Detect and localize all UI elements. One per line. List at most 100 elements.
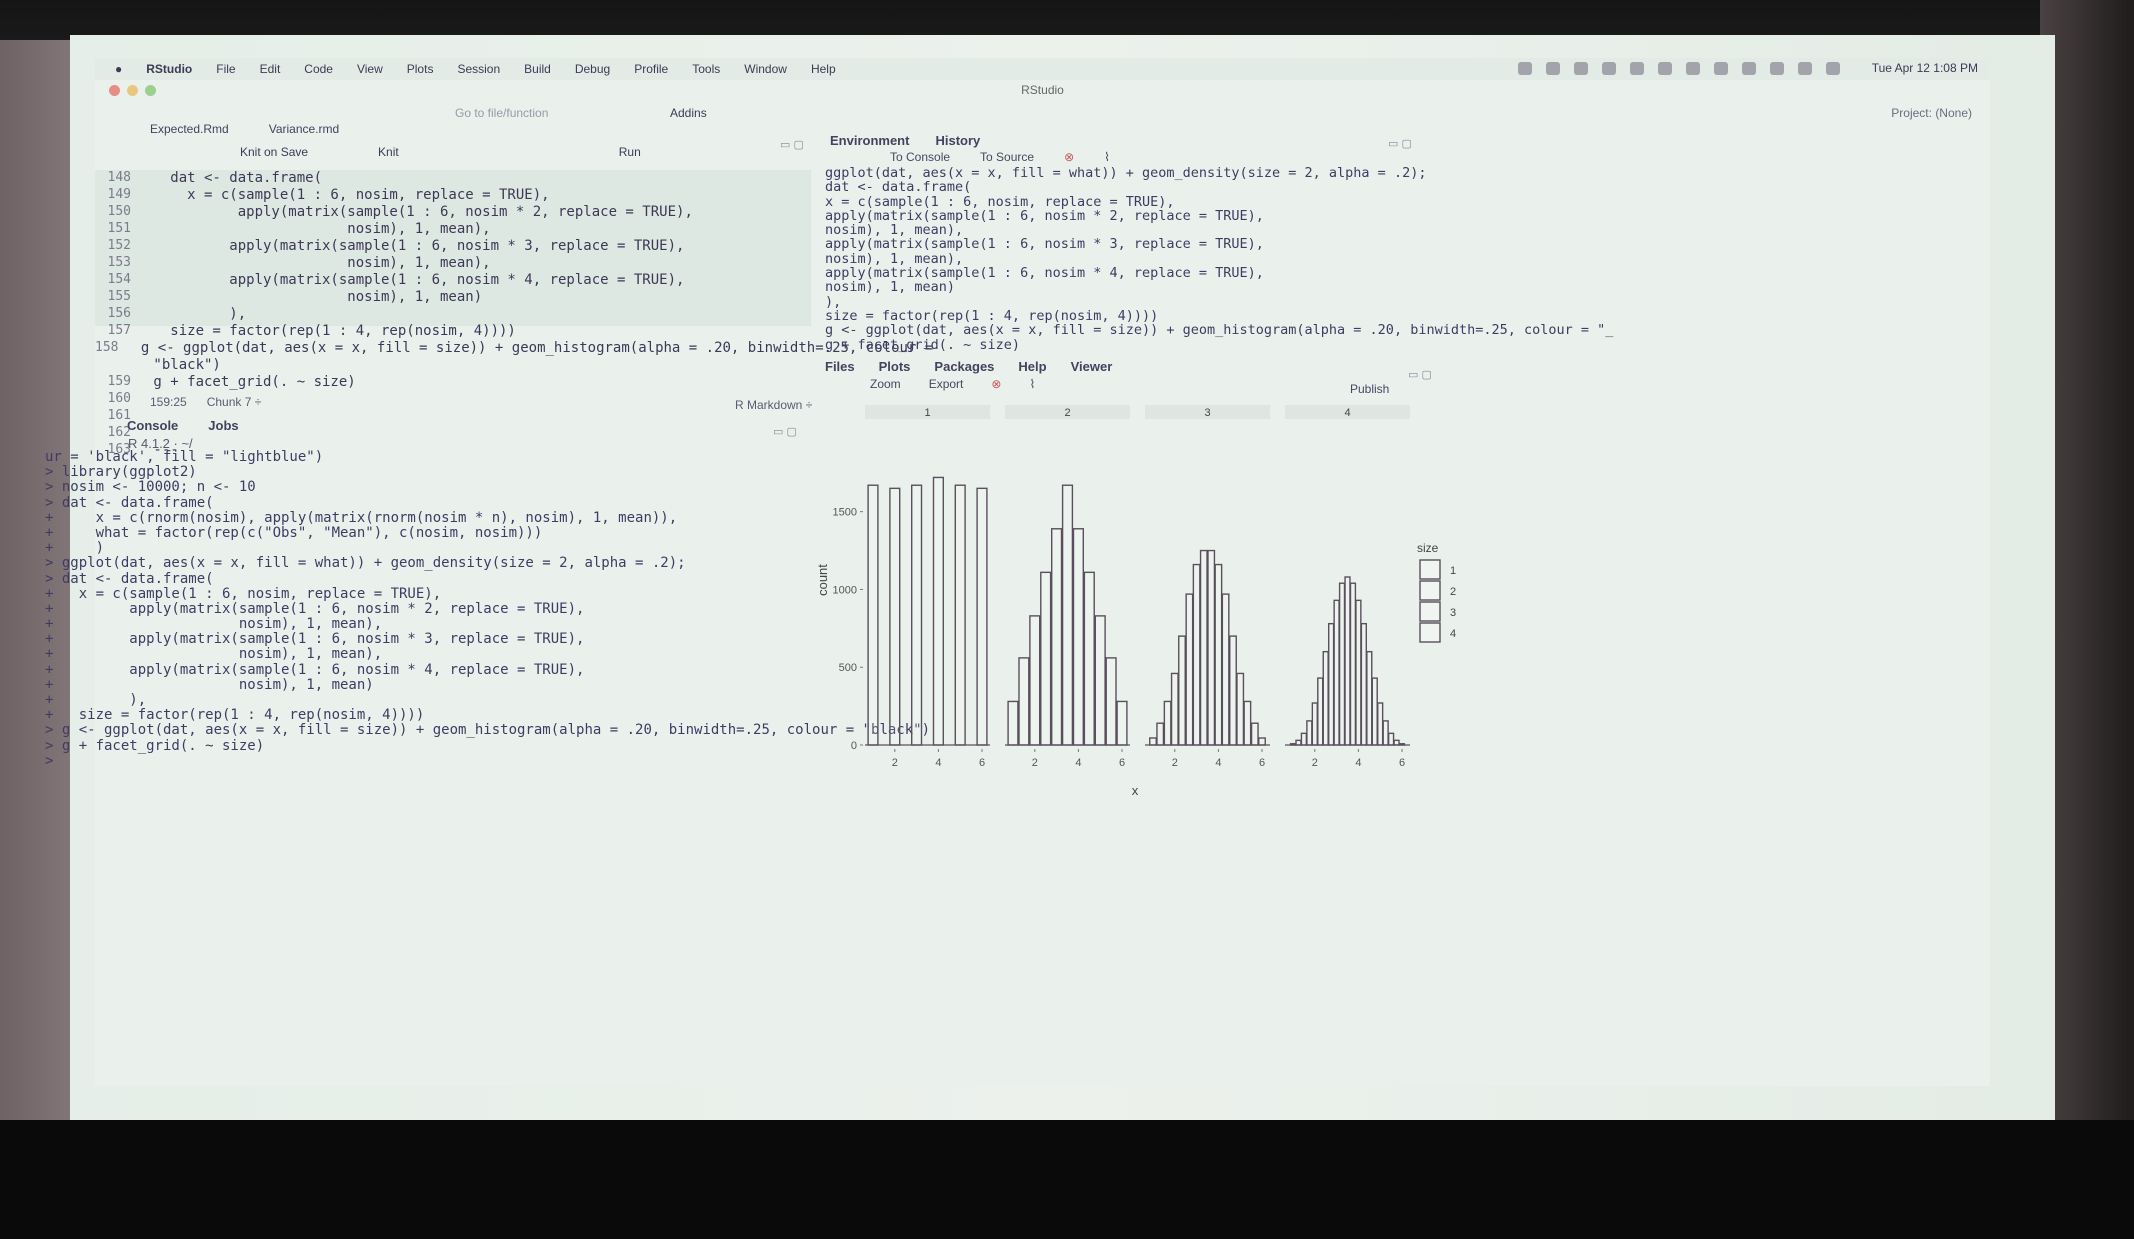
editor-line[interactable]: 161 xyxy=(95,408,795,425)
addins-menu[interactable]: Addins xyxy=(670,106,707,120)
history-entry[interactable]: nosim), 1, mean) xyxy=(825,279,956,296)
tab-packages[interactable]: Packages xyxy=(934,359,995,374)
line-code[interactable]: --- xyxy=(145,442,179,458)
knit-on-save-checkbox[interactable]: Knit on Save xyxy=(240,145,309,159)
menu-app-name[interactable]: RStudio xyxy=(146,62,193,76)
menu-help[interactable]: Help xyxy=(810,62,836,76)
line-code[interactable]: nosim), 1, mean) xyxy=(145,289,483,305)
to-console-button[interactable]: To Console xyxy=(890,150,951,164)
broom-icon[interactable]: ⌇ xyxy=(1029,377,1036,391)
history-entry[interactable]: dat <- data.frame( xyxy=(825,179,972,196)
line-code[interactable]: dat <- data.frame( xyxy=(145,170,323,186)
plots-pane-controls[interactable]: ▭ ▢ xyxy=(1408,369,1432,381)
history-entry[interactable]: apply(matrix(sample(1 : 6, nosim * 3, re… xyxy=(825,236,1264,253)
line-code[interactable]: size = factor(rep(1 : 4, rep(nosim, 4)))… xyxy=(145,323,516,339)
tab-files[interactable]: Files xyxy=(825,359,855,374)
editor-line[interactable]: 160 xyxy=(95,391,795,408)
tab-help[interactable]: Help xyxy=(1018,359,1047,374)
menu-edit[interactable]: Edit xyxy=(259,62,281,76)
code-editor[interactable]: 148 dat <- data.frame(149 x = c(sample(1… xyxy=(95,170,933,458)
tray-icon[interactable] xyxy=(1546,62,1560,75)
clear-plot-icon[interactable]: ⊗ xyxy=(991,377,1002,391)
menu-debug[interactable]: Debug xyxy=(574,62,611,76)
battery-icon[interactable] xyxy=(1770,62,1784,75)
editor-line[interactable]: 157 size = factor(rep(1 : 4, rep(nosim, … xyxy=(95,323,795,340)
menu-build[interactable]: Build xyxy=(524,62,551,76)
history-entry[interactable]: nosim), 1, mean), xyxy=(825,222,964,239)
menu-clock[interactable]: Tue Apr 12 1:08 PM xyxy=(1871,61,1978,75)
editor-line[interactable]: 149 x = c(sample(1 : 6, nosim, replace =… xyxy=(95,187,795,204)
to-source-button[interactable]: To Source xyxy=(980,150,1035,164)
tray-icon[interactable] xyxy=(1574,62,1588,75)
broom-icon[interactable]: ⌇ xyxy=(1104,150,1110,164)
tray-icon[interactable] xyxy=(1714,62,1728,75)
tab-history[interactable]: History xyxy=(935,133,981,148)
tray-icon[interactable] xyxy=(1686,62,1700,75)
tab-console[interactable]: Console xyxy=(127,418,179,433)
history-entry[interactable]: apply(matrix(sample(1 : 6, nosim * 2, re… xyxy=(825,207,1264,224)
editor-line[interactable]: 155 nosim), 1, mean) xyxy=(95,289,795,306)
history-entry[interactable]: x = c(sample(1 : 6, nosim, replace = TRU… xyxy=(825,193,1175,210)
close-window-button[interactable] xyxy=(109,85,120,96)
line-code[interactable]: g <- ggplot(dat, aes(x = x, fill = size)… xyxy=(132,340,934,356)
tab-viewer[interactable]: Viewer xyxy=(1070,359,1113,374)
menu-view[interactable]: View xyxy=(356,62,383,76)
history-list[interactable]: ggplot(dat, aes(x = x, fill = what)) + g… xyxy=(825,165,1613,353)
line-code[interactable]: nosim), 1, mean), xyxy=(145,221,491,237)
run-button[interactable]: Run xyxy=(618,145,641,159)
zoom-window-button[interactable] xyxy=(145,85,156,96)
history-entry[interactable]: apply(matrix(sample(1 : 6, nosim * 4, re… xyxy=(825,265,1264,282)
line-code[interactable]: x = c(sample(1 : 6, nosim, replace = TRU… xyxy=(145,187,550,203)
editor-line[interactable]: 159 g + facet_grid(. ~ size) xyxy=(95,374,795,391)
history-entry[interactable]: ), xyxy=(825,293,842,310)
wifi-icon[interactable] xyxy=(1798,62,1812,75)
line-code[interactable]: nosim), 1, mean), xyxy=(145,255,491,271)
editor-line[interactable]: 150 apply(matrix(sample(1 : 6, nosim * 2… xyxy=(95,204,795,221)
history-entry[interactable]: g + facet_grid(. ~ size) xyxy=(825,336,1021,353)
menu-session[interactable]: Session xyxy=(457,62,501,76)
menu-tools[interactable]: Tools xyxy=(692,62,721,76)
goto-file-input[interactable]: Go to file/function xyxy=(455,106,549,120)
line-code[interactable]: g + facet_grid(. ~ size) xyxy=(145,374,356,390)
tab-variance-rmd[interactable]: Variance.rmd xyxy=(268,122,340,136)
project-menu[interactable]: Project: (None) xyxy=(1891,106,1972,120)
editor-line[interactable]: "black") xyxy=(95,357,795,374)
console-pane-controls[interactable]: ▭ ▢ xyxy=(773,426,797,438)
source-pane-controls[interactable]: ▭ ▢ xyxy=(780,139,804,151)
editor-line[interactable]: 151 nosim), 1, mean), xyxy=(95,221,795,238)
tab-expected-rmd[interactable]: Expected.Rmd xyxy=(150,122,229,136)
zoom-button[interactable]: Zoom xyxy=(870,377,901,391)
history-entry[interactable]: nosim), 1, mean), xyxy=(825,250,964,267)
tab-plots[interactable]: Plots xyxy=(878,359,911,374)
line-code[interactable]: apply(matrix(sample(1 : 6, nosim * 3, re… xyxy=(145,238,685,254)
editor-line[interactable]: 156 ), xyxy=(95,306,795,323)
tray-icon[interactable] xyxy=(1658,62,1672,75)
menu-code[interactable]: Code xyxy=(304,62,333,76)
knit-button[interactable]: Knit xyxy=(378,145,399,159)
document-mode-selector[interactable]: R Markdown ÷ xyxy=(735,398,813,412)
editor-line[interactable]: 153 nosim), 1, mean), xyxy=(95,255,795,272)
export-button[interactable]: Export xyxy=(928,377,964,391)
history-entry[interactable]: size = factor(rep(1 : 4, rep(nosim, 4)))… xyxy=(825,307,1159,324)
editor-line[interactable]: 154 apply(matrix(sample(1 : 6, nosim * 4… xyxy=(95,272,795,289)
editor-line[interactable]: 152 apply(matrix(sample(1 : 6, nosim * 3… xyxy=(95,238,795,255)
chunk-selector[interactable]: Chunk 7 ÷ xyxy=(206,395,262,409)
line-code[interactable]: apply(matrix(sample(1 : 6, nosim * 4, re… xyxy=(145,272,685,288)
line-code[interactable]: "black") xyxy=(145,357,221,373)
tab-environment[interactable]: Environment xyxy=(830,133,910,148)
tab-jobs[interactable]: Jobs xyxy=(208,418,239,433)
editor-line[interactable]: 163 --- xyxy=(95,442,795,459)
search-icon[interactable] xyxy=(1826,62,1840,75)
bluetooth-icon[interactable] xyxy=(1742,62,1756,75)
menu-file[interactable]: File xyxy=(216,62,236,76)
publish-button[interactable]: Publish xyxy=(1350,382,1390,396)
editor-line[interactable]: 162 xyxy=(95,425,795,442)
tray-icon[interactable] xyxy=(1518,62,1532,75)
remove-entry-icon[interactable]: ⊗ xyxy=(1064,150,1075,164)
menu-profile[interactable]: Profile xyxy=(634,62,669,76)
editor-line[interactable]: 148 dat <- data.frame( xyxy=(95,170,795,187)
tray-icon[interactable] xyxy=(1602,62,1616,75)
menu-window[interactable]: Window xyxy=(744,62,787,76)
console-output[interactable]: ur = 'black', fill = "lightblue") > libra… xyxy=(45,449,930,769)
history-entry[interactable]: ggplot(dat, aes(x = x, fill = what)) + g… xyxy=(825,165,1427,181)
